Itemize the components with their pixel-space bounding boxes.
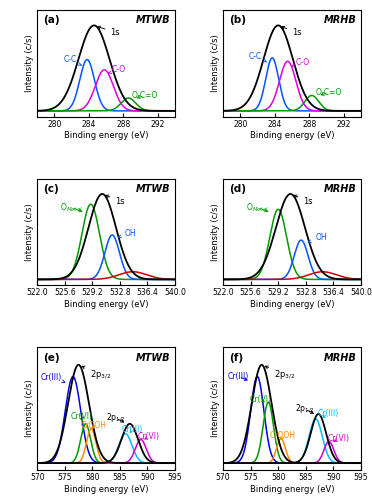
Text: Cr(VI): Cr(VI): [250, 394, 272, 404]
X-axis label: Binding energy (eV): Binding energy (eV): [250, 132, 334, 140]
Text: 1s: 1s: [106, 195, 125, 205]
Text: Cr(III): Cr(III): [40, 373, 65, 382]
Text: OH: OH: [308, 233, 327, 242]
Text: O-C=O: O-C=O: [132, 91, 158, 100]
Text: C-C: C-C: [63, 55, 82, 66]
Text: Cr(VI): Cr(VI): [138, 432, 160, 441]
Text: Cr(III): Cr(III): [228, 372, 249, 381]
Text: CrOOH: CrOOH: [80, 422, 106, 430]
Text: (d): (d): [229, 184, 246, 194]
Y-axis label: Intensity (c/s): Intensity (c/s): [25, 34, 35, 92]
Y-axis label: Intensity (c/s): Intensity (c/s): [211, 380, 220, 438]
Text: OH: OH: [119, 229, 137, 238]
X-axis label: Binding energy (eV): Binding energy (eV): [250, 484, 334, 494]
Text: (e): (e): [43, 354, 59, 364]
Text: 1s: 1s: [294, 195, 313, 205]
Text: (c): (c): [43, 184, 58, 194]
Text: (a): (a): [43, 16, 59, 26]
Y-axis label: Intensity (c/s): Intensity (c/s): [211, 34, 220, 92]
Text: O$_{Metal}$: O$_{Metal}$: [60, 202, 83, 214]
X-axis label: Binding energy (eV): Binding energy (eV): [64, 484, 148, 494]
X-axis label: Binding energy (eV): Binding energy (eV): [250, 300, 334, 309]
Text: 2p$_{3/2}$: 2p$_{3/2}$: [82, 366, 111, 380]
Text: 2p$_{1/2}$: 2p$_{1/2}$: [295, 402, 314, 415]
Text: MRHB: MRHB: [324, 354, 357, 364]
Y-axis label: Intensity (c/s): Intensity (c/s): [211, 203, 220, 261]
Y-axis label: Intensity (c/s): Intensity (c/s): [25, 203, 35, 261]
Text: (b): (b): [229, 16, 246, 26]
Text: 2p$_{1/2}$: 2p$_{1/2}$: [106, 412, 125, 424]
Text: MTWB: MTWB: [136, 16, 171, 26]
Text: MRHB: MRHB: [324, 16, 357, 26]
X-axis label: Binding energy (eV): Binding energy (eV): [64, 300, 148, 309]
Y-axis label: Intensity (c/s): Intensity (c/s): [25, 380, 35, 438]
Text: C-O: C-O: [109, 66, 126, 74]
Text: Cr(III): Cr(III): [121, 425, 142, 434]
X-axis label: Binding energy (eV): Binding energy (eV): [64, 132, 148, 140]
Text: 1s: 1s: [282, 26, 302, 37]
Text: (f): (f): [229, 354, 243, 364]
Text: O-C=O: O-C=O: [316, 88, 342, 96]
Text: Cr(VI): Cr(VI): [328, 434, 350, 443]
Text: C-C: C-C: [248, 52, 267, 62]
Text: 2p$_{3/2}$: 2p$_{3/2}$: [265, 366, 295, 380]
Text: CrOOH: CrOOH: [270, 431, 296, 440]
Text: MTWB: MTWB: [136, 184, 171, 194]
Text: 1s: 1s: [97, 26, 120, 37]
Text: C-O: C-O: [292, 58, 310, 66]
Text: MTWB: MTWB: [136, 354, 171, 364]
Text: Cr(VI): Cr(VI): [70, 412, 92, 422]
Text: MRHB: MRHB: [324, 184, 357, 194]
Text: Cr(III): Cr(III): [317, 410, 339, 418]
Text: O$_{Metal}$: O$_{Metal}$: [246, 202, 269, 214]
